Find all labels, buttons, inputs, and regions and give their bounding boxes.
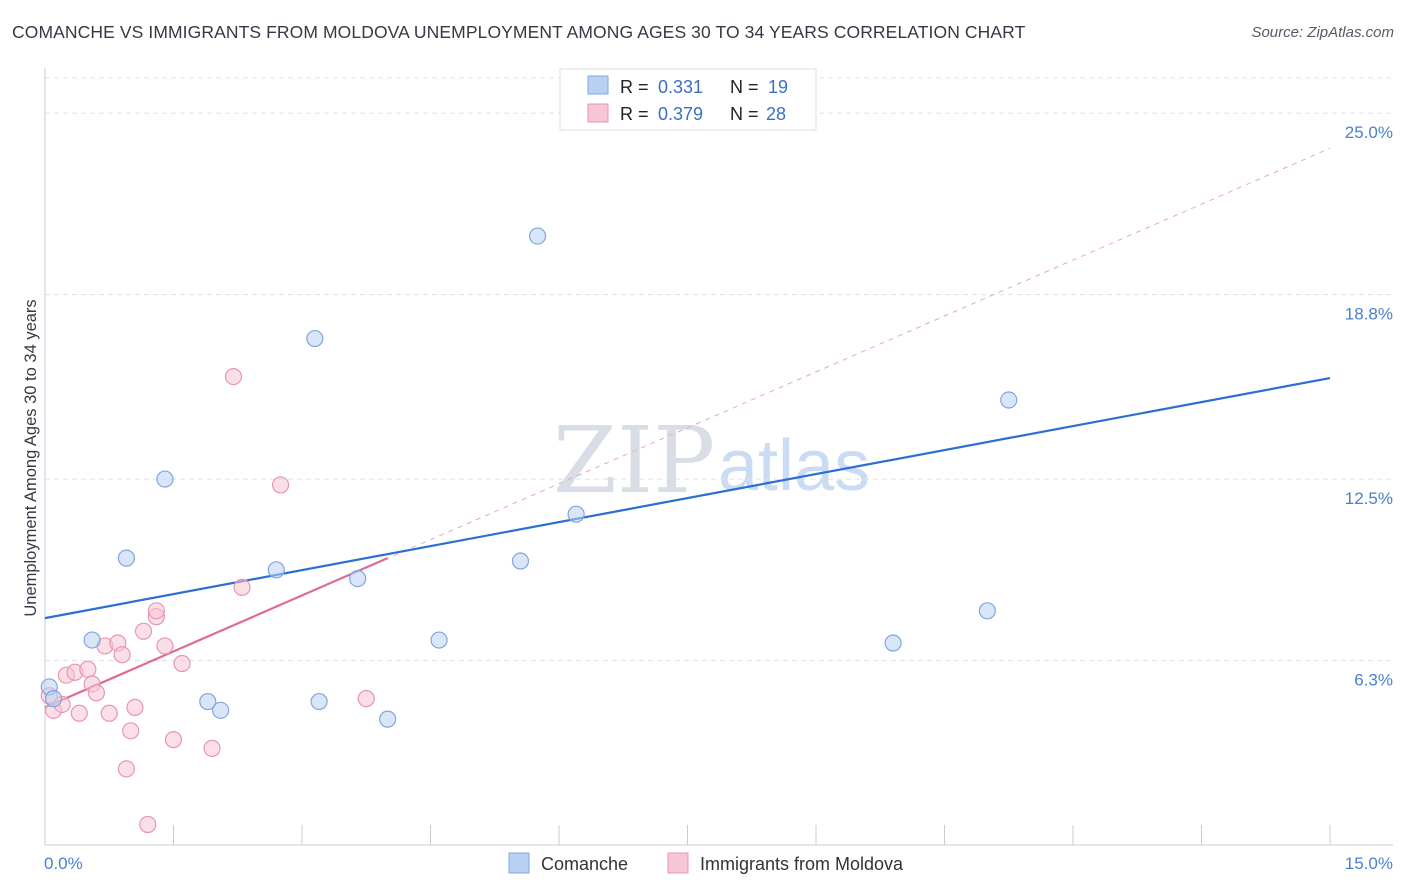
point-moldova <box>224 368 243 386</box>
trend-line-moldova <box>44 557 389 709</box>
point-moldova <box>357 690 375 708</box>
chart-title: COMANCHE VS IMMIGRANTS FROM MOLDOVA UNEM… <box>12 22 1026 42</box>
legend-n-label-comanche: N = <box>730 77 759 97</box>
point-comanche <box>44 690 63 708</box>
point-moldova <box>271 476 290 494</box>
point-comanche <box>379 710 397 728</box>
point-comanche <box>430 631 448 649</box>
point-comanche <box>212 701 230 719</box>
point-moldova <box>164 731 183 749</box>
y-axis-title: Unemployment Among Ages 30 to 34 years <box>22 299 40 616</box>
point-comanche <box>267 561 285 579</box>
y-tick-label: 12.5% <box>1345 489 1393 508</box>
y-tick-label: 18.8% <box>1345 305 1393 324</box>
point-moldova <box>117 760 135 778</box>
legend-swatch-comanche <box>587 75 609 95</box>
y-tick-label: 25.0% <box>1345 123 1393 142</box>
bottom-legend-label-comanche: Comanche <box>541 854 628 874</box>
point-moldova <box>70 704 88 722</box>
y-tick-label: 6.3% <box>1354 671 1393 690</box>
point-comanche <box>199 692 217 711</box>
series-legend: Comanche Immigrants from Moldova <box>508 852 904 874</box>
point-comanche <box>306 329 324 348</box>
data-points <box>40 227 1018 834</box>
source-label: Source: ZipAtlas.com <box>1251 24 1394 41</box>
point-moldova <box>156 637 174 655</box>
x-tick-label-min: 0.0% <box>44 854 83 873</box>
point-moldova <box>100 704 118 722</box>
legend-swatch-moldova <box>587 103 609 123</box>
point-comanche <box>511 552 530 570</box>
point-moldova <box>173 654 191 673</box>
legend-n-label-moldova: N = <box>730 104 759 124</box>
legend-n-value-moldova: 28 <box>766 104 786 124</box>
point-moldova <box>139 815 157 834</box>
point-comanche <box>884 634 902 652</box>
legend-r-value-moldova: 0.379 <box>658 104 703 124</box>
point-comanche <box>1000 391 1018 409</box>
point-moldova <box>126 698 144 717</box>
x-tick-label-max: 15.0% <box>1345 854 1393 873</box>
bottom-legend-swatch-moldova <box>667 852 689 874</box>
point-comanche <box>83 631 101 649</box>
point-comanche <box>528 227 547 245</box>
point-comanche <box>349 569 367 588</box>
point-moldova <box>87 684 106 702</box>
watermark: ZIP atlas <box>553 407 870 514</box>
point-moldova <box>79 660 97 678</box>
point-moldova <box>134 622 153 640</box>
point-moldova <box>233 578 251 596</box>
grid <box>45 77 1393 662</box>
point-moldova <box>122 722 140 740</box>
legend-r-label-comanche: R = <box>620 77 649 97</box>
point-moldova <box>113 646 131 664</box>
legend-n-value-comanche: 19 <box>768 77 788 97</box>
point-moldova <box>147 602 165 620</box>
watermark-atlas: atlas <box>718 426 870 506</box>
point-comanche <box>978 602 996 620</box>
axes: 6.3% 12.5% 18.8% 25.0% <box>44 68 1393 846</box>
bottom-legend-swatch-comanche <box>508 852 530 874</box>
stats-legend: R = 0.331 N = 19 R = 0.379 N = 28 <box>559 68 817 131</box>
legend-r-value-comanche: 0.331 <box>658 77 703 97</box>
point-comanche <box>156 470 174 488</box>
bottom-legend-label-moldova: Immigrants from Moldova <box>700 854 904 874</box>
trend-line-comanche <box>44 376 1331 620</box>
point-comanche <box>567 505 585 523</box>
legend-r-label-moldova: R = <box>620 104 649 124</box>
point-comanche <box>310 692 328 711</box>
trend-lines <box>44 147 1331 709</box>
watermark-zip: ZIP <box>553 407 715 514</box>
point-moldova <box>203 739 221 757</box>
point-comanche <box>117 549 135 567</box>
